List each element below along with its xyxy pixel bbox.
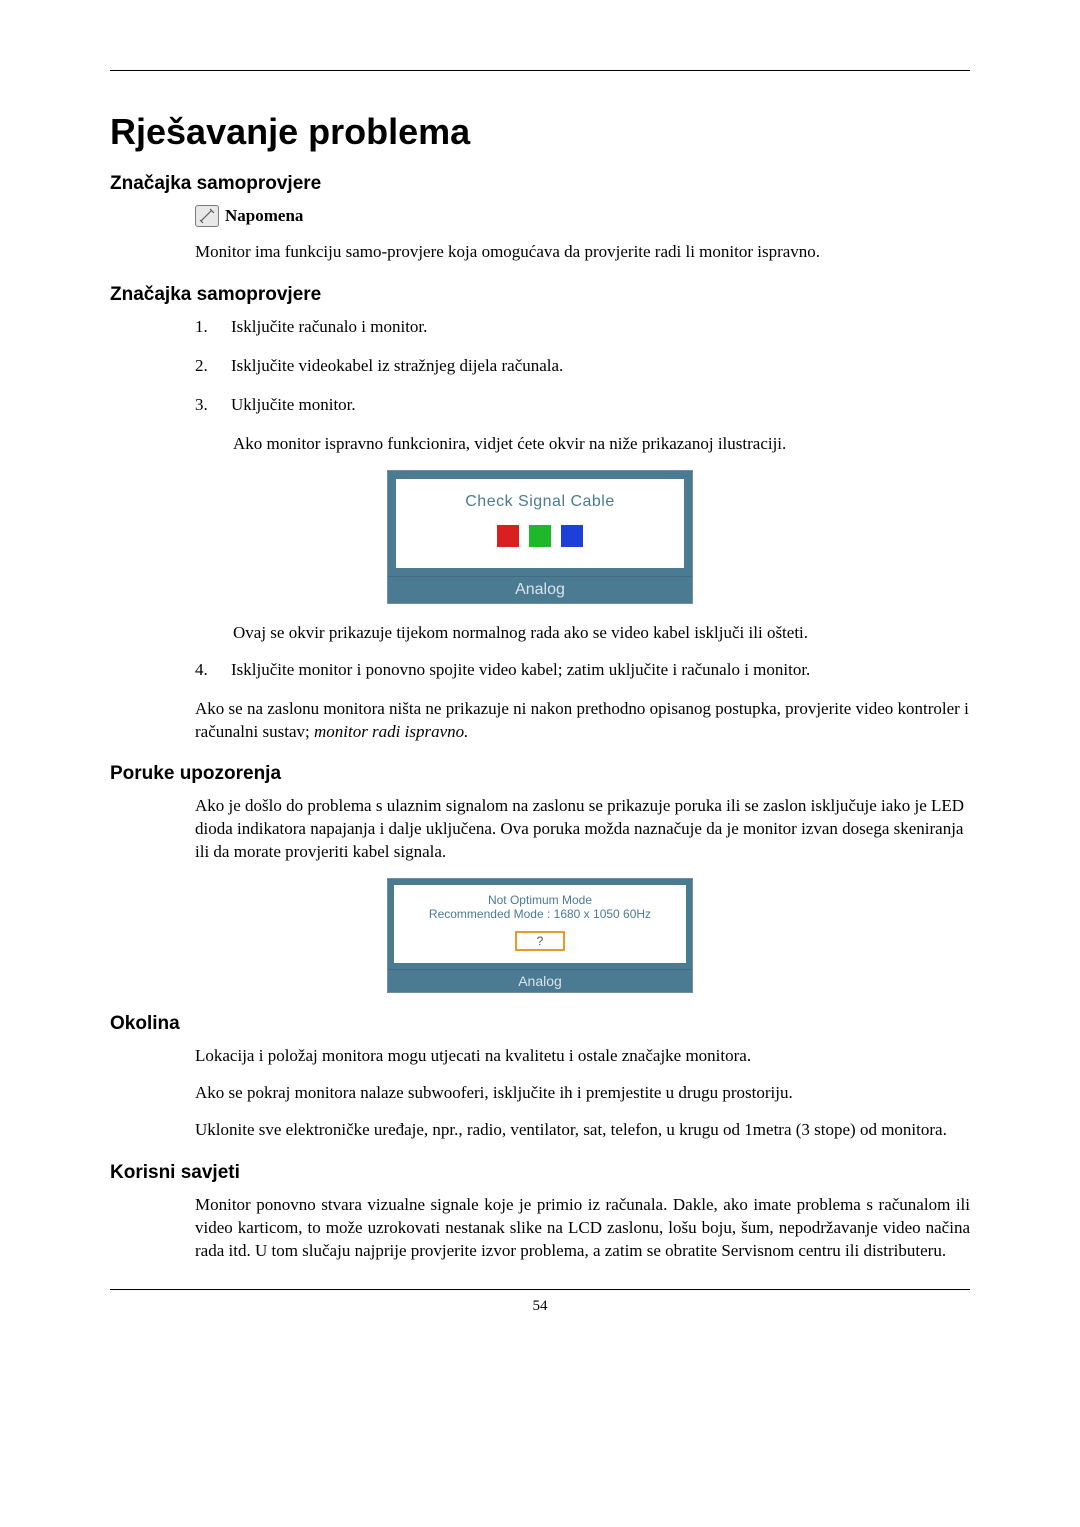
green-square-icon <box>529 525 551 547</box>
osd2-frame-top: Not Optimum Mode Recommended Mode : 1680… <box>388 879 692 969</box>
section-warnings: Poruke upozorenja <box>110 763 970 785</box>
monitor-osd-box-2: Not Optimum Mode Recommended Mode : 1680… <box>387 878 693 993</box>
step-text: Isključite videokabel iz stražnjeg dijel… <box>231 355 563 378</box>
rgb-indicator <box>497 525 583 547</box>
env-p1: Lokacija i položaj monitora mogu utjecat… <box>195 1045 970 1068</box>
after-fig1-text: Ovaj se okvir prikazuje tijekom normalno… <box>233 622 970 645</box>
tips-body: Monitor ponovno stvara vizualne signale … <box>195 1194 970 1263</box>
list-item: 2.Isključite videokabel iz stražnjeg dij… <box>195 355 970 378</box>
closing-emphasis: monitor radi ispravno. <box>314 722 468 741</box>
step-text: Isključite monitor i ponovno spojite vid… <box>231 659 810 682</box>
note-label: Napomena <box>225 206 303 226</box>
closing-text: Ako se na zaslonu monitora ništa ne prik… <box>195 699 969 741</box>
osd-frame-top: Check Signal Cable <box>388 471 692 576</box>
bottom-rule <box>110 1289 970 1290</box>
blue-square-icon <box>561 525 583 547</box>
osd2-line2: Recommended Mode : 1680 x 1050 60Hz <box>400 907 680 921</box>
osd2-help-button: ? <box>515 931 566 951</box>
osd2-footer: Analog <box>388 969 692 992</box>
figure-check-signal-cable: Check Signal Cable Analog <box>110 470 970 604</box>
list-item: 3.Uključite monitor. <box>195 394 970 417</box>
monitor-osd-box: Check Signal Cable Analog <box>387 470 693 604</box>
osd2-body: Not Optimum Mode Recommended Mode : 1680… <box>394 885 686 963</box>
env-p2: Ako se pokraj monitora nalaze subwooferi… <box>195 1082 970 1105</box>
self-test-step4-list: 4.Isključite monitor i ponovno spojite v… <box>195 659 970 682</box>
note-icon <box>195 205 219 227</box>
section-self-test-1: Značajka samoprovjere <box>110 173 970 195</box>
step3-extra: Ako monitor ispravno funkcionira, vidjet… <box>233 433 970 456</box>
step-text: Isključite računalo i monitor. <box>231 316 427 339</box>
list-item: 4.Isključite monitor i ponovno spojite v… <box>195 659 970 682</box>
figure-not-optimum-mode: Not Optimum Mode Recommended Mode : 1680… <box>110 878 970 993</box>
osd-body: Check Signal Cable <box>396 479 684 568</box>
self-test-steps: 1.Isključite računalo i monitor. 2.Isklj… <box>195 316 970 417</box>
red-square-icon <box>497 525 519 547</box>
osd-message: Check Signal Cable <box>396 493 684 511</box>
osd-footer: Analog <box>388 576 692 603</box>
list-item: 1.Isključite računalo i monitor. <box>195 316 970 339</box>
top-rule <box>110 70 970 71</box>
page: Rješavanje problema Značajka samoprovjer… <box>0 0 1080 1375</box>
warnings-body: Ako je došlo do problema s ulaznim signa… <box>195 795 970 864</box>
section-tips: Korisni savjeti <box>110 1162 970 1184</box>
note: Napomena <box>195 205 970 227</box>
page-number: 54 <box>110 1298 970 1315</box>
self-test-intro: Monitor ima funkciju samo-provjere koja … <box>195 241 970 264</box>
section-self-test-2: Značajka samoprovjere <box>110 284 970 306</box>
section-environment: Okolina <box>110 1013 970 1035</box>
step-text: Uključite monitor. <box>231 394 356 417</box>
osd2-line1: Not Optimum Mode <box>400 893 680 907</box>
page-title: Rješavanje problema <box>110 111 970 153</box>
self-test-closing: Ako se na zaslonu monitora ništa ne prik… <box>195 698 970 744</box>
env-p3: Uklonite sve elektroničke uređaje, npr.,… <box>195 1119 970 1142</box>
